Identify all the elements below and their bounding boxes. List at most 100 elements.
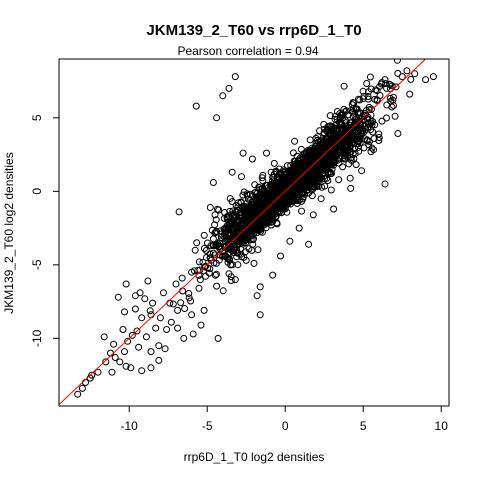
data-point	[166, 299, 174, 307]
data-point	[212, 216, 220, 224]
data-point	[202, 272, 210, 280]
data-point	[320, 120, 328, 128]
data-point	[335, 176, 343, 184]
data-point	[250, 259, 258, 267]
data-point	[206, 204, 214, 211]
data-point	[375, 130, 383, 138]
y-tick-label: 5	[30, 114, 44, 121]
data-point	[346, 174, 354, 182]
data-point	[152, 324, 160, 332]
data-point	[291, 169, 298, 177]
data-point	[258, 204, 266, 211]
data-point	[297, 184, 304, 192]
data-point	[340, 82, 348, 90]
data-point	[239, 206, 247, 214]
data-point	[275, 173, 283, 181]
data-point	[229, 207, 237, 215]
y-axis: -10 -5 0 5	[30, 114, 60, 347]
data-point	[398, 73, 406, 81]
data-point	[147, 348, 155, 356]
data-point	[242, 215, 250, 223]
data-point	[245, 220, 253, 228]
data-point	[167, 318, 175, 326]
data-point	[225, 270, 233, 278]
data-point	[257, 221, 265, 229]
data-point	[178, 274, 186, 282]
data-point	[370, 135, 378, 143]
data-point	[206, 254, 214, 262]
data-point	[272, 184, 280, 192]
data-point	[246, 190, 254, 198]
data-point	[121, 308, 128, 316]
data-point	[213, 270, 220, 278]
data-point	[196, 276, 204, 284]
data-point	[147, 311, 155, 319]
data-point	[308, 168, 316, 176]
data-point	[222, 228, 230, 236]
data-point	[211, 211, 219, 219]
data-point	[116, 358, 124, 366]
data-point	[314, 174, 322, 182]
data-point	[359, 127, 367, 135]
data-point	[226, 245, 234, 252]
data-point	[172, 280, 180, 288]
data-point	[228, 168, 236, 176]
data-point	[226, 241, 234, 249]
data-point	[161, 345, 169, 353]
data-point	[361, 135, 369, 143]
data-point	[393, 59, 401, 64]
data-point	[318, 183, 326, 191]
data-point	[275, 165, 283, 173]
data-point	[295, 224, 303, 232]
data-point	[231, 231, 239, 239]
data-point	[283, 162, 291, 170]
data-point	[238, 236, 246, 243]
data-point	[392, 83, 400, 91]
data-point	[298, 207, 306, 215]
data-point	[388, 103, 396, 111]
data-point	[325, 134, 333, 142]
data-point	[333, 125, 341, 133]
data-point	[200, 306, 208, 314]
data-point	[258, 197, 266, 205]
data-point	[206, 250, 214, 258]
data-point	[231, 73, 239, 81]
data-point	[399, 59, 404, 60]
data-point	[347, 184, 355, 192]
data-point	[256, 311, 264, 319]
data-point	[174, 324, 182, 332]
data-point	[127, 364, 135, 372]
x-tick-label: -5	[202, 419, 213, 433]
data-point	[264, 191, 271, 198]
data-point	[209, 249, 217, 257]
data-point	[200, 245, 208, 252]
data-point	[299, 156, 307, 164]
data-point	[258, 174, 266, 182]
data-point	[133, 327, 141, 335]
data-point	[348, 101, 356, 109]
data-point	[135, 343, 143, 351]
data-point	[160, 289, 167, 297]
data-point	[327, 186, 335, 194]
data-point	[124, 337, 132, 345]
data-point	[224, 216, 232, 224]
data-point	[250, 213, 257, 221]
data-point	[245, 195, 252, 203]
subtitle-prefix: Pearson correlation =	[177, 44, 295, 58]
data-point	[225, 84, 233, 92]
x-tick-label: 0	[282, 419, 289, 433]
data-point	[236, 225, 243, 233]
y-tick-label: -10	[30, 329, 44, 347]
data-point	[286, 190, 293, 198]
data-point	[108, 368, 116, 376]
data-point	[359, 95, 367, 103]
data-point	[303, 187, 310, 195]
data-point	[320, 125, 328, 133]
data-point	[366, 73, 374, 81]
data-point	[142, 333, 150, 341]
data-point	[189, 330, 197, 338]
data-point	[363, 80, 371, 87]
data-point	[155, 356, 163, 364]
data-point	[234, 240, 241, 248]
data-point	[256, 283, 264, 291]
